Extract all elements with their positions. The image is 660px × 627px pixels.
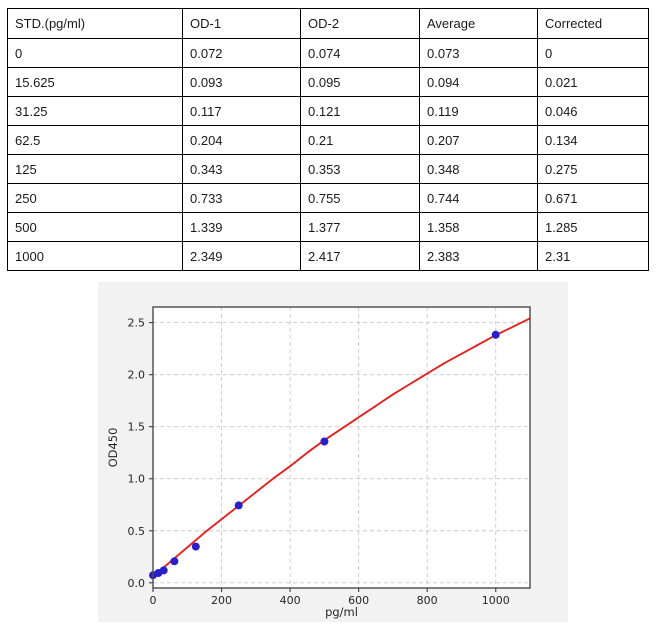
- data-point: [159, 566, 168, 575]
- y-tick-label: 2.5: [128, 317, 146, 330]
- plot-spines: [152, 306, 531, 589]
- table-cell: 0: [7, 38, 183, 68]
- column-header: OD-2: [300, 8, 420, 39]
- table-cell: 0.117: [182, 96, 301, 126]
- table-cell: 2.417: [300, 241, 420, 271]
- table-row: 0 0.072 0.074 0.073 0: [7, 38, 649, 68]
- y-tick-label: 2.0: [128, 369, 146, 382]
- standard-curve-figure: 0 200 400 600 800 1000 0.0 0.5 1.0 1.5 2.0 2.5 pg/ml…: [98, 282, 568, 622]
- standard-curve-chart: 0 200 400 600 800 1000 0.0 0.5 1.0 1.5 2.0 2.5 pg/ml…: [106, 306, 531, 619]
- table-cell: 0.119: [419, 96, 538, 126]
- table-cell: 500: [7, 212, 183, 242]
- table-cell: 0.348: [419, 154, 538, 184]
- table-cell: 0.073: [419, 38, 538, 68]
- standards-table-body: 0 0.072 0.074 0.073 0 15.625 0.093 0.095 0.094 0.…: [7, 38, 649, 271]
- x-tick-label: 800: [417, 594, 438, 607]
- column-header: Corrected: [537, 8, 649, 39]
- table-cell: 0.733: [182, 183, 301, 213]
- y-axis-label: OD450: [106, 428, 120, 468]
- table-cell: 250: [7, 183, 183, 213]
- table-cell: 1.285: [537, 212, 649, 242]
- table-cell: 0.046: [537, 96, 649, 126]
- table-cell: 0.204: [182, 125, 301, 155]
- table-row: 1000 2.349 2.417 2.383 2.31: [7, 241, 649, 271]
- x-tick-label: 600: [348, 594, 369, 607]
- table-cell: 0.353: [300, 154, 420, 184]
- column-header: STD.(pg/ml): [7, 8, 183, 39]
- table-cell: 0.093: [182, 67, 301, 97]
- plot-area: [153, 307, 530, 588]
- table-cell: 0.744: [419, 183, 538, 213]
- table-row: 31.25 0.117 0.121 0.119 0.046: [7, 96, 649, 126]
- table-cell: 0.755: [300, 183, 420, 213]
- table-cell: 1.358: [419, 212, 538, 242]
- table-cell: 0.021: [537, 67, 649, 97]
- table-row: 15.625 0.093 0.095 0.094 0.021: [7, 67, 649, 97]
- table-cell: 0.21: [300, 125, 420, 155]
- table-cell: 0.671: [537, 183, 649, 213]
- table-row: 500 1.339 1.377 1.358 1.285: [7, 212, 649, 242]
- table-cell: 1.339: [182, 212, 301, 242]
- table-cell: 0.094: [419, 67, 538, 97]
- data-point: [320, 437, 329, 446]
- column-header: OD-1: [182, 8, 301, 39]
- table-cell: 0: [537, 38, 649, 68]
- table-cell: 0.343: [182, 154, 301, 184]
- table-cell: 31.25: [7, 96, 183, 126]
- table-cell: 0.134: [537, 125, 649, 155]
- y-tick-label: 1.5: [128, 421, 146, 434]
- table-cell: 2.31: [537, 241, 649, 271]
- standards-table-header: STD.(pg/ml) OD-1 OD-2 Average Corrected: [7, 8, 649, 39]
- y-tick-label: 0.5: [128, 525, 146, 538]
- table-cell: 15.625: [7, 67, 183, 97]
- table-row: 250 0.733 0.755 0.744 0.671: [7, 183, 649, 213]
- table-row: 62.5 0.204 0.21 0.207 0.134: [7, 125, 649, 155]
- x-tick-label: 200: [211, 594, 232, 607]
- data-point: [234, 501, 243, 510]
- column-header: Average: [419, 8, 538, 39]
- table-cell: 1000: [7, 241, 183, 271]
- fit-curve-line: [152, 317, 531, 578]
- x-axis-label: pg/ml: [325, 605, 358, 619]
- table-cell: 0.072: [182, 38, 301, 68]
- table-cell: 125: [7, 154, 183, 184]
- y-tick-label: 0.0: [128, 577, 146, 590]
- header-row: STD.(pg/ml) OD-1 OD-2 Average Corrected: [7, 8, 649, 39]
- table-cell: 62.5: [7, 125, 183, 155]
- table-cell: 0.095: [300, 67, 420, 97]
- table-cell: 0.074: [300, 38, 420, 68]
- x-tick-label: 400: [280, 594, 301, 607]
- table-cell: 2.349: [182, 241, 301, 271]
- x-tick-label: 0: [150, 594, 157, 607]
- table-cell: 0.207: [419, 125, 538, 155]
- table-cell: 1.377: [300, 212, 420, 242]
- x-tick-label: 1000: [482, 594, 510, 607]
- table-cell: 0.121: [300, 96, 420, 126]
- y-tick-label: 1.0: [128, 473, 146, 486]
- data-point: [170, 557, 179, 566]
- data-point: [491, 330, 500, 339]
- table-row: 125 0.343 0.353 0.348 0.275: [7, 154, 649, 184]
- table-cell: 0.275: [537, 154, 649, 184]
- table-cell: 2.383: [419, 241, 538, 271]
- standards-table: STD.(pg/ml) OD-1 OD-2 Average Corrected 0 0.0…: [7, 8, 649, 271]
- data-point: [191, 542, 200, 551]
